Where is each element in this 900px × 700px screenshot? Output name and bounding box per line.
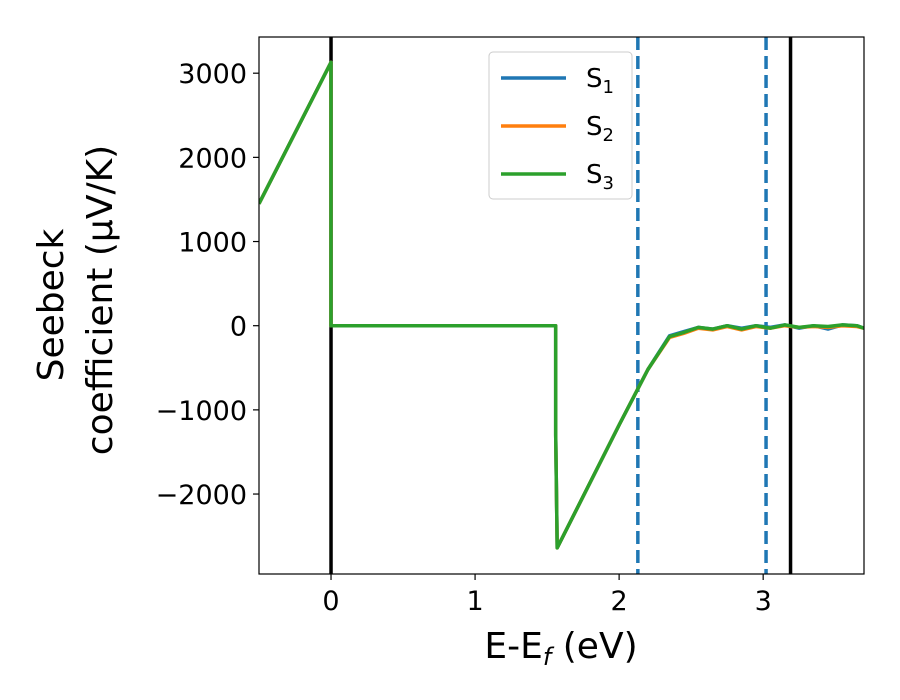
- y-tick-label: 0: [230, 312, 247, 343]
- y-tick-label: 3000: [178, 59, 247, 90]
- y-tick-label: −1000: [156, 396, 247, 427]
- y-axis-label-line2: coefficient (μV/K): [80, 145, 121, 455]
- y-axis-ticks: 3000 2000 1000 0 −1000 −2000: [156, 59, 259, 511]
- legend-label-s3: S3: [586, 160, 614, 194]
- y-axis-label-line1: Seebeck: [31, 228, 72, 381]
- y-axis-label: Seebeck coefficient (μV/K): [31, 145, 121, 455]
- y-tick-label: −2000: [156, 480, 247, 511]
- x-tick-label: 2: [611, 586, 628, 617]
- x-tick-label: 0: [322, 586, 339, 617]
- y-tick-label: 2000: [178, 143, 247, 174]
- plot-frame: [258, 36, 865, 575]
- legend: S1 S2 S3: [488, 51, 633, 200]
- legend-label-s2: S2: [586, 112, 614, 146]
- x-axis-label: E-Ef (eV): [484, 626, 637, 671]
- series-lines: [259, 60, 864, 550]
- series-line-s3: [259, 60, 864, 550]
- y-tick-label: 1000: [178, 228, 247, 259]
- x-axis-ticks: 0 1 2 3: [322, 574, 772, 617]
- legend-label-s1: S1: [586, 64, 614, 98]
- x-tick-label: 3: [755, 586, 772, 617]
- x-tick-label: 1: [466, 586, 483, 617]
